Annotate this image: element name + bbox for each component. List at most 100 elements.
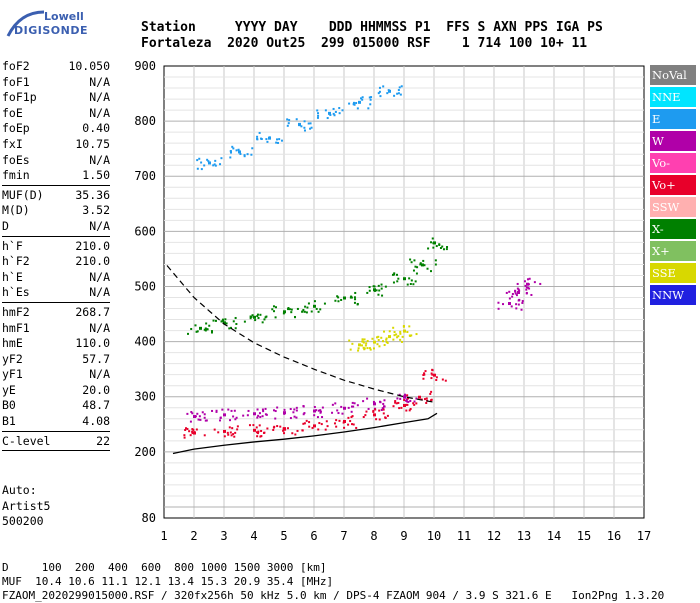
echo-dot [334,299,337,302]
echo-dot [533,281,536,284]
echo-dot [406,397,409,400]
echo-dot [234,327,237,330]
echo-dot [303,422,306,425]
echo-dot [382,412,385,415]
echo-dot [294,433,297,436]
echo-dot [435,376,438,379]
echo-dot [397,92,400,95]
echo-dot [399,330,402,333]
echo-dot [205,322,208,325]
echo-dot [351,342,354,345]
echo-dot [186,412,189,415]
echo-dot [355,102,358,105]
echo-dot [307,122,310,125]
data-point [358,100,361,104]
echo-dot [257,414,260,417]
echo-dot [279,425,282,428]
profile-curve [172,412,438,455]
echo-dot [341,412,344,415]
param-key: fmin [2,168,30,183]
echo-dot [521,301,524,304]
parameter-table: foF2 10.050 foF1 N/A foF1p N/A foE N/A foEp 0.40 f… [2,59,110,453]
param-row: B1 4.08 [2,414,110,430]
echo-dot [528,277,531,280]
echo-dot [527,283,530,286]
echo-dot [426,267,429,270]
echo-dot [295,409,298,412]
echo-dot [214,319,217,322]
echo-dot [415,397,418,400]
echo-dot [347,423,350,426]
echo-dot [539,282,542,285]
echo-dot [515,307,518,310]
echo-dot [366,291,369,294]
x-tick-label: 17 [637,529,651,543]
echo-dot [497,301,500,304]
echo-dot [362,346,365,349]
echo-dot [373,289,376,292]
echo-dot [430,372,433,375]
echo-dot [525,286,528,289]
echo-dot [367,107,370,110]
param-key: hmF1 [2,320,30,335]
echo-dot [260,138,263,141]
y-tick-label: 700 [134,169,156,183]
echo-dot [526,283,529,286]
x-tick-label: 4 [250,529,257,543]
echo-dot [231,427,234,430]
echo-dot [325,420,328,423]
echo-dot [303,129,306,132]
echo-dot [410,261,413,264]
echo-dot [398,407,401,410]
echo-dot [380,408,383,411]
echo-dot [386,92,389,95]
echo-dot [408,409,411,412]
echo-dot [278,138,281,141]
echo-dot [272,428,275,431]
echo-dot [261,321,264,324]
data-point [283,411,286,415]
echo-dot [441,245,444,248]
echo-dot [340,298,343,301]
file-info: FZAOM_2020299015000.RSF / 320fx256h 50 k… [2,589,665,602]
echo-dot [317,114,320,117]
echo-dot [362,415,365,418]
echo-dot [415,402,418,405]
echo-dot [352,423,355,426]
echo-dot [251,147,254,150]
echo-dot [286,118,289,121]
echo-dot [383,399,386,402]
echo-dot [342,421,345,424]
echo-dot [337,412,340,415]
echo-dot [379,401,382,404]
echo-dot [387,89,390,92]
echo-dot [215,409,218,412]
param-row: foF1p N/A [2,90,110,106]
echo-dot [258,412,261,415]
echo-dot [396,397,399,400]
echo-dot [293,408,296,411]
y-tick-label: 400 [134,335,156,349]
echo-dot [393,334,396,337]
echo-dot [413,403,416,406]
echo-dot [203,164,206,167]
echo-dot [382,340,385,343]
data-point [208,161,211,165]
separator [2,184,110,186]
header-values: Fortaleza 2020 Out25 299 015000 RSF 1 71… [141,36,588,51]
echo-dot [283,412,286,415]
echo-dot [361,338,364,341]
echo-dot [350,410,353,413]
auto-code: 500200 [2,514,44,528]
echo-dot [402,325,405,328]
echo-dot [188,430,191,433]
echo-dot [223,435,226,438]
echo-dot [318,422,321,425]
echo-dot [368,347,371,350]
param-value: 268.7 [75,304,110,319]
echo-dot [207,160,210,163]
echo-dot [200,168,203,171]
echo-dot [508,297,511,300]
echo-dot [305,311,308,314]
echo-dot [416,266,419,269]
